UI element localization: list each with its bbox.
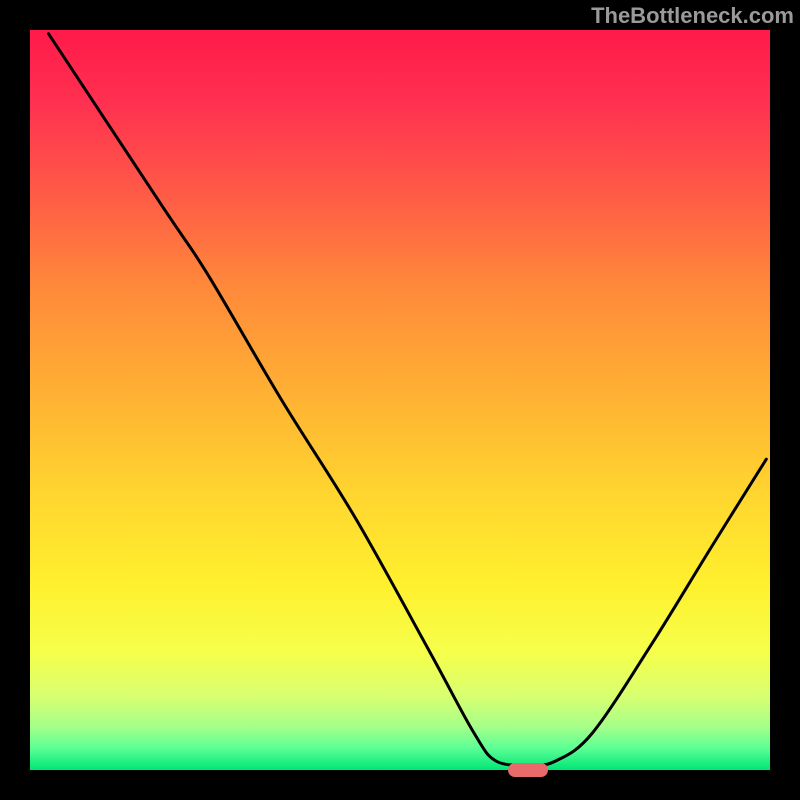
bottleneck-curve bbox=[30, 30, 770, 770]
plot-area bbox=[30, 30, 770, 770]
optimal-marker bbox=[508, 763, 548, 777]
watermark-text: TheBottleneck.com bbox=[591, 3, 794, 29]
chart-container: TheBottleneck.com bbox=[0, 0, 800, 800]
